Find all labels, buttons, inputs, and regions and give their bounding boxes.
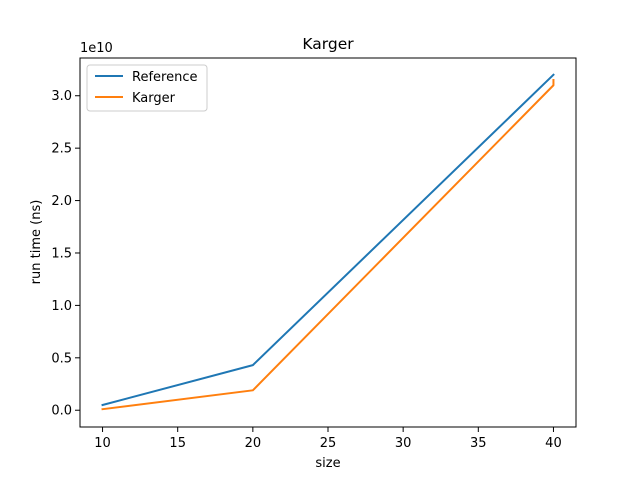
x-tick-label: 10 <box>94 436 111 451</box>
legend-label-karger: Karger <box>132 91 176 106</box>
y-tick-label: 3.0 <box>51 89 72 104</box>
y-tick-label: 2.5 <box>51 142 72 157</box>
y-axis-label: run time (ns) <box>29 200 44 285</box>
series-line-karger <box>101 79 555 411</box>
y-offset-label: 1e10 <box>80 41 113 56</box>
y-tick-label: 1.0 <box>51 299 72 314</box>
x-tick-label: 25 <box>320 436 337 451</box>
chart-title: Karger <box>302 35 354 53</box>
x-tick-label: 40 <box>545 436 562 451</box>
y-axis-ticks: 0.0 0.5 1.0 1.5 2.0 2.5 3.0 <box>51 89 80 419</box>
axes-frame <box>79 57 577 428</box>
y-tick-label: 1.5 <box>51 246 72 261</box>
x-tick-label: 30 <box>395 436 412 451</box>
plot-area <box>101 73 555 411</box>
x-tick-label: 35 <box>470 436 487 451</box>
x-axis-ticks: 10 15 20 25 30 35 40 <box>94 427 562 451</box>
y-tick-label: 2.0 <box>51 194 72 209</box>
x-tick-label: 20 <box>245 436 262 451</box>
x-axis-label: size <box>315 456 340 471</box>
y-tick-label: 0.5 <box>51 351 72 366</box>
x-tick-label: 15 <box>169 436 186 451</box>
series-line-reference <box>101 73 555 407</box>
legend-label-reference: Reference <box>132 70 197 85</box>
y-tick-label: 0.0 <box>51 404 72 419</box>
legend: Reference Karger <box>86 64 208 112</box>
